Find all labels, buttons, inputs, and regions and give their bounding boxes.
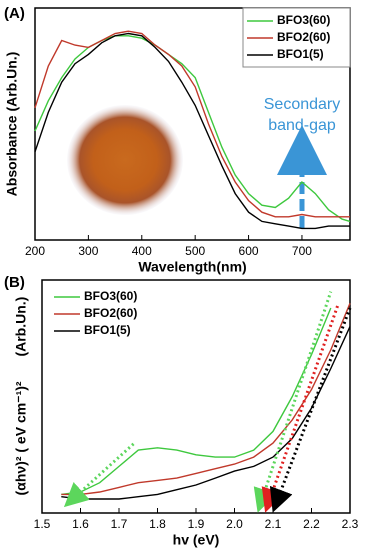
data-line: [61, 326, 351, 500]
x-tick-label: 1.8: [149, 517, 166, 531]
panel-label: (B): [4, 274, 25, 291]
x-tick-label: 400: [132, 244, 152, 258]
tangent-line: [253, 291, 333, 513]
panel-label: (A): [4, 5, 25, 22]
x-tick-label: 500: [185, 244, 205, 258]
data-line: [61, 303, 351, 496]
y-axis-label: (αhν)² ( eV cm⁻¹)²: [13, 381, 29, 495]
x-tick-label: 2.3: [342, 517, 359, 531]
data-line: [34, 30, 350, 218]
x-tick-label: 600: [239, 244, 259, 258]
tangent-line: [63, 441, 136, 508]
annotation: band-gap: [268, 117, 336, 134]
plots: 200 300 400 500 600 700 Wavelength(nm) Absorban…: [4, 5, 359, 548]
x-tick-label: 1.9: [188, 517, 205, 531]
x-tick-label: 1.5: [34, 517, 51, 531]
x-tick-label: 300: [78, 244, 98, 258]
x-tick-label: 1.6: [72, 517, 89, 531]
x-tick-label: 1.7: [111, 517, 128, 531]
x-axis-label: hv (eV): [173, 532, 220, 548]
x-tick-label: 700: [292, 244, 312, 258]
legend-label: BFO1(5): [84, 323, 131, 337]
x-tick-label: 2.2: [303, 517, 320, 531]
data-line: [61, 307, 332, 496]
legend-label: BFO3(60): [277, 13, 330, 27]
x-axis-label: Wavelength(nm): [138, 259, 246, 275]
legend-label: BFO2(60): [84, 306, 137, 320]
y-axis-label: Absorbance (Arb.Un.): [4, 52, 20, 197]
x-tick-label: 2.0: [226, 517, 243, 531]
y-axis-unit: (Arb.Un.): [13, 297, 29, 357]
powder-photo: [67, 105, 183, 215]
legend-label: BFO1(5): [277, 47, 324, 61]
x-tick-label: 200: [25, 244, 45, 258]
legend-label: BFO2(60): [277, 30, 330, 44]
legend-label: BFO3(60): [84, 289, 137, 303]
annotation: Secondary: [264, 96, 341, 113]
plot-frame: [34, 7, 351, 241]
data-line: [34, 32, 350, 230]
x-tick-label: 2.1: [265, 517, 282, 531]
